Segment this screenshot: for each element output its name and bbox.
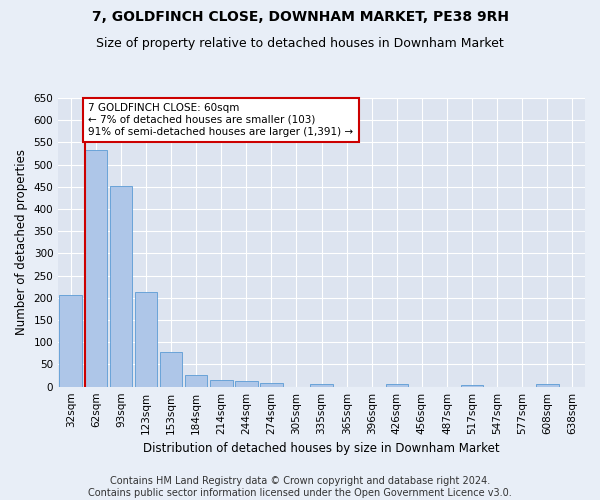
Text: 7 GOLDFINCH CLOSE: 60sqm
← 7% of detached houses are smaller (103)
91% of semi-d: 7 GOLDFINCH CLOSE: 60sqm ← 7% of detache…: [88, 104, 353, 136]
Bar: [160, 352, 182, 386]
Bar: [235, 382, 257, 386]
Y-axis label: Number of detached properties: Number of detached properties: [15, 150, 28, 336]
Bar: [59, 294, 82, 386]
Bar: [85, 150, 107, 386]
Bar: [134, 292, 157, 386]
Bar: [461, 385, 484, 386]
Bar: [386, 384, 408, 386]
Bar: [310, 384, 333, 386]
Text: Contains HM Land Registry data © Crown copyright and database right 2024.
Contai: Contains HM Land Registry data © Crown c…: [88, 476, 512, 498]
X-axis label: Distribution of detached houses by size in Downham Market: Distribution of detached houses by size …: [143, 442, 500, 455]
Bar: [536, 384, 559, 386]
Bar: [185, 375, 208, 386]
Bar: [210, 380, 233, 386]
Text: Size of property relative to detached houses in Downham Market: Size of property relative to detached ho…: [96, 38, 504, 51]
Text: 7, GOLDFINCH CLOSE, DOWNHAM MARKET, PE38 9RH: 7, GOLDFINCH CLOSE, DOWNHAM MARKET, PE38…: [91, 10, 509, 24]
Bar: [260, 383, 283, 386]
Bar: [110, 186, 132, 386]
